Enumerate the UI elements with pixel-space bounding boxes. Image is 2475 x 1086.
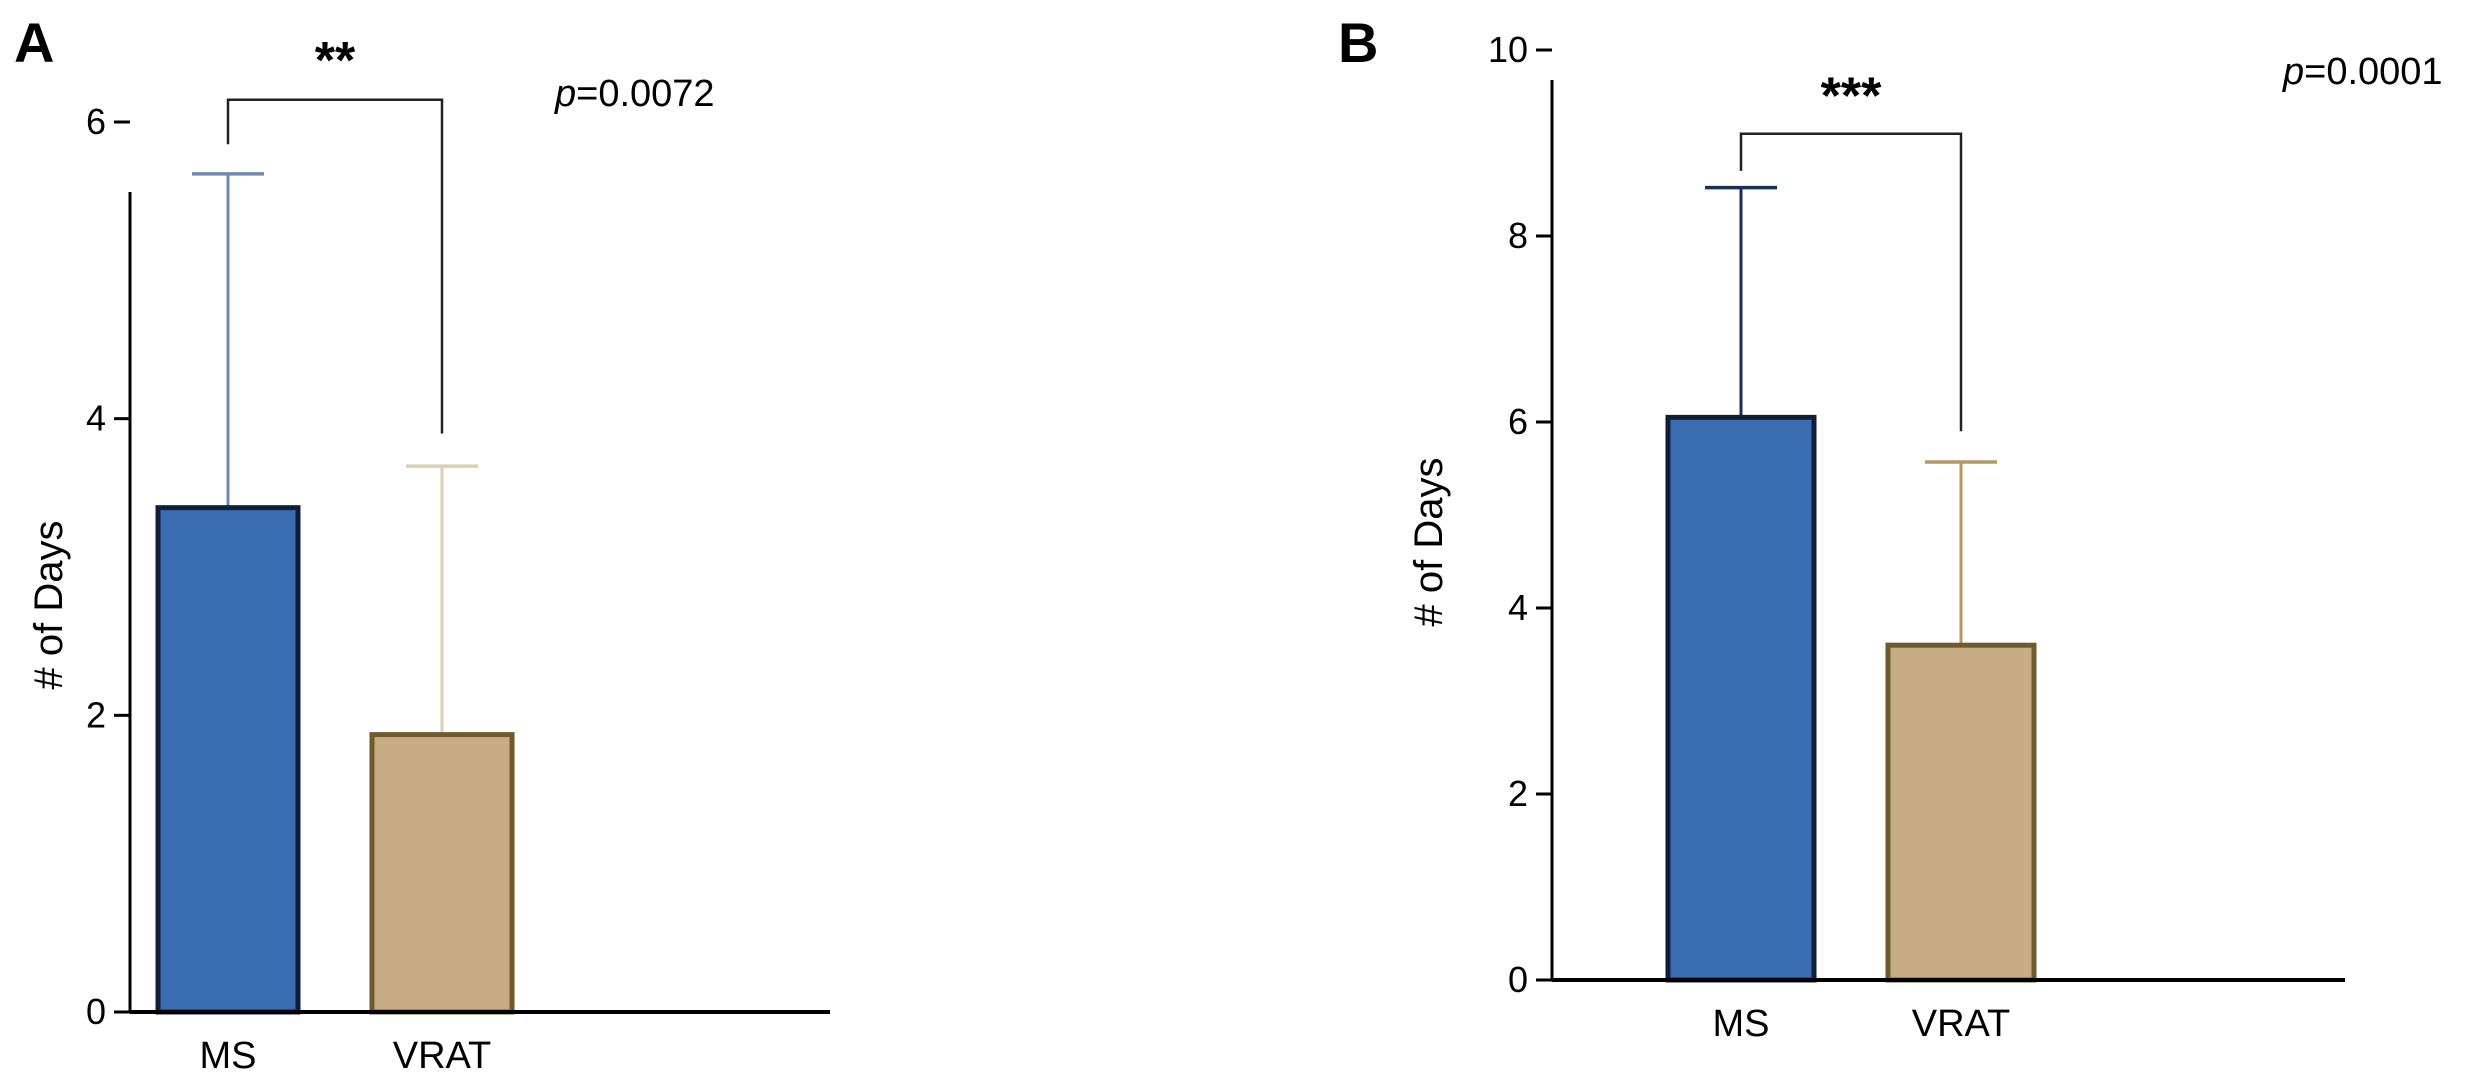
panel-a-bars [155, 505, 515, 1015]
panel-b-p-number: =0.0001 [2304, 51, 2442, 93]
panel-a: A # of Days 0 2 4 6 MS VRAT ** p=0.0072 [14, 11, 830, 1077]
panel-b-y-tick-label: 4 [1508, 587, 1528, 628]
panel-a-x-tick-label: VRAT [393, 1035, 492, 1077]
panel-b-error-bars [1705, 185, 1997, 646]
panel-a-significance-bracket [226, 98, 444, 434]
panel-b-p-symbol: p [2282, 51, 2304, 93]
panel-a-p-number: =0.0072 [576, 73, 714, 115]
panel-a-letter: A [14, 11, 54, 74]
panel-a-y-ticks: 0 2 4 6 [86, 101, 130, 1032]
panel-b-significance: *** p=0.0001 [1739, 51, 2443, 432]
panel-b-x-tick-label: VRAT [1912, 1003, 2011, 1045]
panel-a-y-tick-label: 6 [86, 101, 106, 142]
panel-a-y-axis-label: # of Days [27, 521, 71, 690]
panel-b-y-tick-label: 2 [1508, 773, 1528, 814]
panel-b-bar-vrat [1885, 642, 2037, 983]
panel-b-p-value: p=0.0001 [2282, 51, 2443, 93]
panel-b-bars [1665, 414, 2037, 983]
panel-a-p-value: p=0.0072 [554, 73, 715, 115]
panel-a-p-symbol: p [554, 73, 576, 115]
panel-a-y-tick-label: 0 [86, 991, 106, 1032]
panel-b-bar-ms [1665, 414, 1817, 983]
panel-b-y-tick-label: 6 [1508, 401, 1528, 442]
panel-a-y-tick-label: 4 [86, 398, 106, 439]
panel-b-x-tick-label: MS [1713, 1003, 1770, 1045]
panel-b-y-tick-label: 0 [1508, 959, 1528, 1000]
panel-a-significance-stars: ** [315, 32, 356, 90]
panel-b-y-tick-label: 8 [1508, 215, 1528, 256]
panel-a-bar-vrat [369, 732, 515, 1015]
panel-b-significance-bracket [1739, 132, 1963, 432]
panel-b-y-tick-label: 10 [1488, 29, 1528, 70]
panel-b-y-ticks: 0 2 4 6 8 10 [1488, 29, 1552, 1000]
panel-a-x-tick-labels: MS VRAT [200, 1035, 492, 1077]
panel-a-error-bars [192, 172, 478, 735]
panel-a-y-tick-label: 2 [86, 694, 106, 735]
panel-b-y-axis-label: # of Days [1407, 458, 1451, 627]
panel-b-x-tick-labels: MS VRAT [1713, 1003, 2011, 1045]
panel-b-letter: B [1338, 11, 1378, 74]
panel-a-bar-ms [155, 505, 301, 1015]
panel-a-significance: ** p=0.0072 [226, 32, 715, 434]
panel-b: B # of Days 0 2 4 6 8 10 MS VRAT *** p=0.0001 [1338, 11, 2443, 1045]
panel-a-x-tick-label: MS [200, 1035, 257, 1077]
panel-b-significance-stars: *** [1821, 68, 1882, 126]
